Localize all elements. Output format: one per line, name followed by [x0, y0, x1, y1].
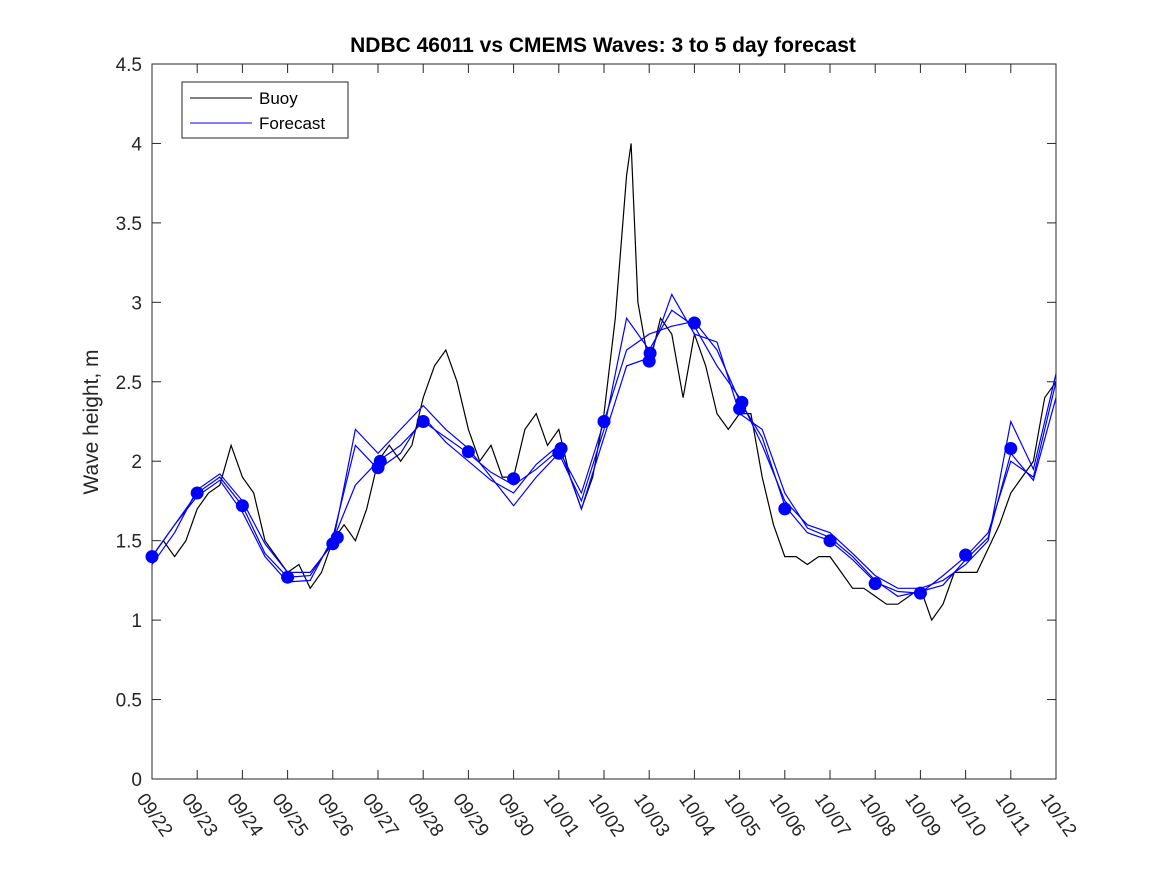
y-tick-label: 1.5 — [116, 532, 142, 553]
y-axis-label: Wave height, m — [80, 349, 103, 494]
forecast-marker-point — [913, 586, 927, 600]
chart-title: NDBC 46011 vs CMEMS Waves: 3 to 5 day fo… — [350, 34, 856, 57]
y-tick-label: 1 — [131, 611, 142, 632]
legend-box — [181, 81, 349, 139]
forecast-marker-point — [373, 454, 387, 468]
forecast-marker-point — [145, 550, 159, 564]
forecast-marker-point — [190, 486, 204, 500]
forecast-series-line — [152, 309, 1056, 589]
forecast-marker-point — [507, 472, 521, 486]
y-tick-label: 3.5 — [116, 214, 142, 235]
forecast-marker-point — [281, 570, 295, 584]
forecast-marker-point — [687, 316, 701, 330]
legend-forecast-label: Forecast — [259, 114, 325, 133]
y-tick-label: 0.5 — [116, 691, 142, 712]
y-tick-label: 4 — [131, 134, 142, 155]
legend-buoy-label: Buoy — [259, 89, 298, 108]
y-tick-label: 4.5 — [116, 55, 142, 76]
forecast-series-line — [152, 292, 1056, 597]
forecast-marker-point — [330, 531, 344, 544]
forecast-marker-point — [643, 346, 657, 360]
forecast-marker-point — [597, 415, 611, 428]
forecast-marker-point — [461, 445, 475, 459]
y-tick-label: 2.5 — [116, 373, 142, 394]
legend: Buoy Forecast — [181, 81, 349, 139]
forecast-marker-point — [823, 534, 837, 548]
forecast-marker-point — [1004, 442, 1018, 455]
y-tick-label: 2 — [131, 452, 142, 473]
forecast-marker-point — [235, 499, 249, 513]
y-tick-label: 3 — [131, 293, 142, 314]
y-tick-label: 0 — [131, 770, 142, 791]
forecast-marker-point — [868, 577, 882, 591]
forecast-marker-point — [416, 415, 430, 428]
forecast-marker-point — [735, 395, 749, 409]
forecast-marker-point — [554, 442, 568, 455]
forecast-marker-point — [959, 548, 973, 562]
forecast-marker-point — [778, 502, 792, 516]
